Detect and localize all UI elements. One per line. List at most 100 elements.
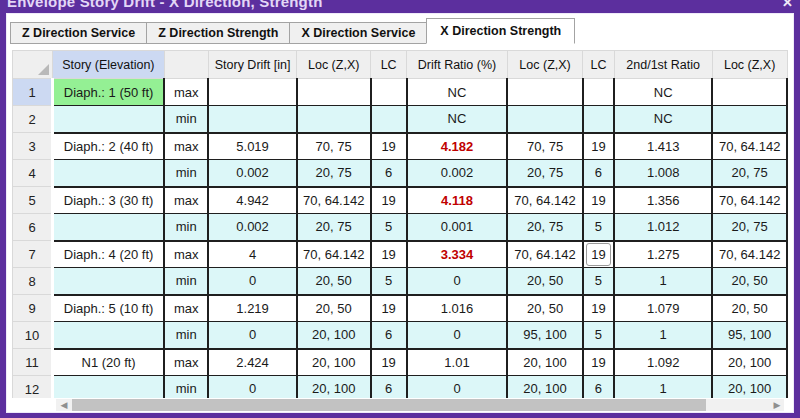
cell-drift-ratio[interactable]: 0	[407, 268, 508, 295]
cell-story-drift[interactable]: 5.019	[208, 133, 296, 160]
cell-loc-zx-2[interactable]: 20, 50	[507, 268, 582, 295]
cell-story-drift[interactable]: 0.002	[208, 214, 296, 241]
cell-drift-ratio[interactable]: 0.001	[407, 214, 508, 241]
cell-2nd-1st-ratio[interactable]: 1.356	[614, 187, 712, 214]
cell-loc-zx-1[interactable]: 70, 75	[297, 133, 371, 160]
cell-loc-zx-1[interactable]: 20, 100	[297, 376, 371, 399]
col-header-loc-z-x-[interactable]: Loc (Z,X)	[712, 51, 787, 79]
cell-lc-2[interactable]: 19	[583, 133, 614, 160]
cell-story-elevation[interactable]	[53, 214, 164, 241]
col-header-story-drift-in-[interactable]: Story Drift [in]	[208, 51, 296, 79]
cell-story-elevation[interactable]	[53, 322, 164, 349]
cell-max-min[interactable]: min	[164, 376, 208, 399]
cell-lc-1[interactable]: 19	[371, 241, 407, 268]
cell-story-drift[interactable]	[208, 106, 296, 133]
cell-lc-1[interactable]: 19	[371, 349, 407, 376]
cell-story-drift[interactable]: 0	[208, 376, 296, 399]
cell-loc-zx-1[interactable]	[297, 106, 371, 133]
cell-story-elevation[interactable]	[53, 376, 164, 399]
col-header-lc[interactable]: LC	[583, 51, 614, 79]
cell-2nd-1st-ratio[interactable]: 1	[614, 376, 712, 399]
title-bar[interactable]: Envelope Story Drift - X Direction, Stre…	[0, 0, 800, 13]
cell-lc-2[interactable]: 6	[583, 376, 614, 399]
cell-lc-1[interactable]: 6	[371, 322, 407, 349]
cell-lc-2[interactable]: 5	[583, 214, 614, 241]
row-number[interactable]: 11	[13, 349, 53, 376]
cell-loc-zx-3[interactable]: 20, 50	[712, 295, 787, 322]
col-header-drift-ratio-[interactable]: Drift Ratio (%)	[407, 51, 508, 79]
cell-max-min[interactable]: max	[164, 79, 208, 106]
cell-drift-ratio[interactable]: 1.016	[407, 295, 508, 322]
cell-loc-zx-1[interactable]: 20, 50	[297, 295, 371, 322]
cell-story-elevation[interactable]	[53, 160, 164, 187]
cell-story-elevation[interactable]: Diaph.: 4 (20 ft)	[53, 241, 164, 268]
cell-story-elevation[interactable]: Diaph.: 3 (30 ft)	[53, 187, 164, 214]
cell-max-min[interactable]: min	[164, 214, 208, 241]
cell-max-min[interactable]: max	[164, 133, 208, 160]
cell-story-drift[interactable]: 4.942	[208, 187, 296, 214]
cell-loc-zx-2[interactable]: 20, 75	[507, 214, 582, 241]
cell-loc-zx-3[interactable]: 20, 75	[712, 160, 787, 187]
cell-story-elevation[interactable]: Diaph.: 1 (50 ft)	[53, 79, 164, 106]
cell-lc-1[interactable]: 6	[371, 376, 407, 399]
cell-drift-ratio[interactable]: 0	[407, 322, 508, 349]
cell-drift-ratio[interactable]: 0.002	[407, 160, 508, 187]
cell-max-min[interactable]: max	[164, 187, 208, 214]
cell-2nd-1st-ratio[interactable]: 1.012	[614, 214, 712, 241]
cell-story-drift[interactable]: 1.219	[208, 295, 296, 322]
col-header-2nd-1st-ratio[interactable]: 2nd/1st Ratio	[614, 51, 712, 79]
row-number[interactable]: 12	[13, 376, 53, 399]
cell-drift-ratio[interactable]: NC	[407, 106, 508, 133]
cell-loc-zx-3[interactable]	[712, 106, 787, 133]
cell-loc-zx-1[interactable]: 70, 64.142	[297, 241, 371, 268]
scrollbar-thumb[interactable]	[72, 399, 706, 411]
cell-lc-2[interactable]	[583, 79, 614, 106]
cell-story-drift[interactable]: 4	[208, 241, 296, 268]
cell-loc-zx-3[interactable]: 20, 50	[712, 268, 787, 295]
row-number[interactable]: 1	[13, 79, 53, 106]
cell-loc-zx-2[interactable]: 20, 100	[507, 376, 582, 399]
row-number[interactable]: 6	[13, 214, 53, 241]
row-number[interactable]: 9	[13, 295, 53, 322]
cell-loc-zx-1[interactable]: 20, 50	[297, 268, 371, 295]
cell-lc-1[interactable]: 19	[371, 133, 407, 160]
row-number[interactable]: 5	[13, 187, 53, 214]
cell-drift-ratio[interactable]: 1.01	[407, 349, 508, 376]
cell-2nd-1st-ratio[interactable]: 1.092	[614, 349, 712, 376]
cell-loc-zx-2[interactable]: 70, 64.142	[507, 187, 582, 214]
cell-story-drift[interactable]: 2.424	[208, 349, 296, 376]
cell-lc-1[interactable]: 5	[371, 268, 407, 295]
cell-drift-ratio[interactable]: 4.182	[407, 133, 508, 160]
cell-2nd-1st-ratio[interactable]: 1	[614, 268, 712, 295]
col-header-loc-z-x-[interactable]: Loc (Z,X)	[297, 51, 371, 79]
cell-story-drift[interactable]	[208, 79, 296, 106]
tab-x-direction-service[interactable]: X Direction Service	[289, 22, 427, 44]
col-header-loc-z-x-[interactable]: Loc (Z,X)	[507, 51, 582, 79]
cell-loc-zx-1[interactable]: 20, 75	[297, 160, 371, 187]
col-header-lc[interactable]: LC	[371, 51, 407, 79]
cell-loc-zx-1[interactable]: 20, 100	[297, 349, 371, 376]
cell-drift-ratio[interactable]: 3.334	[407, 241, 508, 268]
tab-z-direction-service[interactable]: Z Direction Service	[10, 22, 147, 44]
cell-2nd-1st-ratio[interactable]: 1.008	[614, 160, 712, 187]
select-all-corner[interactable]	[13, 51, 53, 79]
row-number[interactable]: 4	[13, 160, 53, 187]
cell-lc-1[interactable]: 5	[371, 214, 407, 241]
cell-lc-2[interactable]: 19	[583, 295, 614, 322]
cell-loc-zx-3[interactable]: 70, 64.142	[712, 241, 787, 268]
tab-z-direction-strength[interactable]: Z Direction Strength	[146, 22, 290, 44]
row-number[interactable]: 10	[13, 322, 53, 349]
cell-story-elevation[interactable]: Diaph.: 5 (10 ft)	[53, 295, 164, 322]
cell-story-drift[interactable]: 0	[208, 322, 296, 349]
cell-loc-zx-2[interactable]: 95, 100	[507, 322, 582, 349]
cell-loc-zx-3[interactable]	[712, 79, 787, 106]
cell-drift-ratio[interactable]: 0	[407, 376, 508, 399]
cell-loc-zx-2[interactable]	[507, 106, 582, 133]
row-number[interactable]: 7	[13, 241, 53, 268]
cell-loc-zx-3[interactable]: 70, 64.142	[712, 187, 787, 214]
close-icon[interactable]: ✕	[782, 0, 793, 10]
cell-lc-2[interactable]: 19	[583, 241, 614, 268]
cell-loc-zx-2[interactable]: 20, 50	[507, 295, 582, 322]
cell-loc-zx-2[interactable]: 20, 75	[507, 160, 582, 187]
row-number[interactable]: 3	[13, 133, 53, 160]
